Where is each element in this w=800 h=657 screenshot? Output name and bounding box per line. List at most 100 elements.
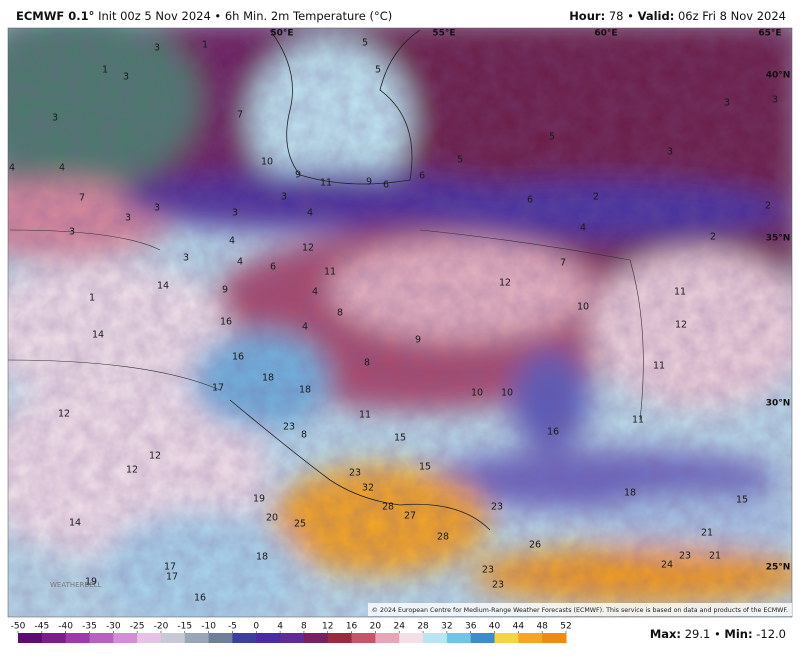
map-value-label: 4 xyxy=(312,287,318,298)
colorbar-tick-label: 4 xyxy=(277,622,283,632)
map-value-label: 4 xyxy=(229,236,235,247)
geo-label: 35°N xyxy=(766,234,791,244)
max-label: Max: xyxy=(650,627,681,641)
colorbar-segment xyxy=(542,633,567,643)
map-value-label: 10 xyxy=(577,302,589,313)
map-value-label: 14 xyxy=(92,330,104,341)
colorbar-tick-label: -5 xyxy=(228,622,237,632)
model: ECMWF 0.1° xyxy=(16,9,94,23)
map-value-label: 6 xyxy=(419,171,425,182)
colorbar-tick-label: -50 xyxy=(11,622,26,632)
colorbar-segment xyxy=(256,633,281,643)
copyright: © 2024 European Centre for Medium-Range … xyxy=(372,606,788,614)
map-value-label: 3 xyxy=(183,253,189,264)
map-value-label: 8 xyxy=(337,308,343,319)
map-value-label: 12 xyxy=(675,320,687,331)
map-value-label: 10 xyxy=(261,157,273,168)
map-value-label: 7 xyxy=(560,258,566,269)
colorbar-segment xyxy=(232,633,257,643)
map-value-label: 9 xyxy=(366,177,372,188)
map-value-label: 5 xyxy=(549,132,555,143)
map-value-label: 19 xyxy=(253,494,265,505)
colorbar-segment xyxy=(518,633,543,643)
hour: 78 • xyxy=(609,9,634,23)
colorbar-tick-label: 24 xyxy=(393,622,405,632)
watermark: WEATHERBELL xyxy=(50,581,102,589)
map-value-label: 11 xyxy=(359,410,371,421)
header-left: ECMWF 0.1° Init 00z 5 Nov 2024 • 6h Min.… xyxy=(16,9,392,23)
map-value-label: 11 xyxy=(674,287,686,298)
map-value-label: 4 xyxy=(307,208,313,219)
map-value-label: 3 xyxy=(667,147,673,158)
map-value-label: 28 xyxy=(382,502,394,513)
map-value-label: 23 xyxy=(482,565,494,576)
map-value-label: 21 xyxy=(709,551,721,562)
map-value-label: 12 xyxy=(149,451,161,462)
colorbar-segment xyxy=(137,633,162,643)
map-value-label: 6 xyxy=(527,195,533,206)
min-label: Min: xyxy=(724,627,752,641)
map-value-label: 18 xyxy=(256,552,268,563)
map-value-label: 26 xyxy=(529,540,541,551)
map-value-label: 15 xyxy=(419,462,431,473)
map-value-label: 3 xyxy=(232,208,238,219)
map-value-label: 5 xyxy=(375,65,381,76)
colorbar-segment xyxy=(470,633,496,643)
colorbar-tick-label: 40 xyxy=(489,622,501,632)
map-value-label: 10 xyxy=(501,388,513,399)
map-value-label: 11 xyxy=(324,267,336,278)
colorbar-segment xyxy=(280,633,305,643)
colorbar-segment xyxy=(494,633,519,643)
init: Init 00z 5 Nov 2024 • 6h Min. 2m Tempera… xyxy=(98,9,392,23)
geo-label: 60°E xyxy=(594,29,617,39)
map-value-label: 23 xyxy=(283,422,295,433)
map-value-label: 23 xyxy=(679,551,691,562)
map-value-label: 3 xyxy=(772,95,778,106)
valid: 06z Fri 8 Nov 2024 xyxy=(678,9,786,23)
map-value-label: 4 xyxy=(580,223,586,234)
map-value-label: 20 xyxy=(266,513,278,524)
map-value-label: 8 xyxy=(364,358,370,369)
map-value-label: 7 xyxy=(79,193,85,204)
colorbar-segment xyxy=(303,633,329,643)
map-value-label: 17 xyxy=(164,562,176,573)
map-value-label: 3 xyxy=(125,213,131,224)
geo-label: 50°E xyxy=(270,29,293,39)
map-value-label: 1 xyxy=(89,293,95,304)
colorbar-tick-label: -45 xyxy=(34,622,49,632)
map-value-label: 3 xyxy=(123,72,129,83)
footer: Max: 29.1 • Min: -12.0 xyxy=(650,627,786,641)
map-value-label: 11 xyxy=(653,361,665,372)
geo-label: 30°N xyxy=(766,399,791,409)
colorbar-tick-label: 28 xyxy=(417,622,429,632)
map-value-label: 23 xyxy=(349,468,361,479)
map-value-label: 18 xyxy=(299,385,311,396)
colorbar-segment xyxy=(208,633,233,643)
map-frame xyxy=(7,27,793,618)
map-value-label: 4 xyxy=(9,163,15,174)
map-value-label: 3 xyxy=(724,98,730,109)
colorbar-tick-label: 52 xyxy=(560,622,571,632)
header-right: Hour: 78 • Valid: 06z Fri 8 Nov 2024 xyxy=(569,9,786,23)
map-value-label: 3 xyxy=(281,192,287,203)
map-value-label: 10 xyxy=(471,388,483,399)
map-value-label: 1 xyxy=(202,40,208,51)
colorbar-segment xyxy=(399,633,424,643)
map-value-label: 27 xyxy=(404,511,416,522)
colorbar-tick-label: 36 xyxy=(465,622,477,632)
map xyxy=(8,28,792,617)
map-value-label: 17 xyxy=(212,383,224,394)
map-value-label: 3 xyxy=(154,203,160,214)
map-value-label: 19 xyxy=(85,577,97,588)
map-value-label: 12 xyxy=(302,243,314,254)
colorbar-tick-label: -10 xyxy=(201,622,216,632)
copyright-bg xyxy=(368,603,792,616)
map-value-label: 25 xyxy=(294,519,306,530)
map-value-label: 3 xyxy=(69,227,75,238)
colorbar-segment xyxy=(327,633,353,643)
valid-label: Valid: xyxy=(638,9,675,23)
map-value-label: 2 xyxy=(593,192,599,203)
map-value-label: 16 xyxy=(547,427,559,438)
map-value-label: 17 xyxy=(166,572,178,583)
map-value-label: 23 xyxy=(492,580,504,591)
